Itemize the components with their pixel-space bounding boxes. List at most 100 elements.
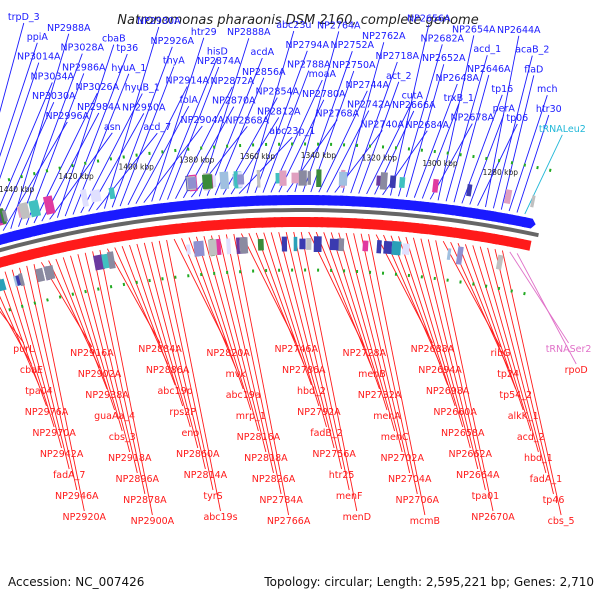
- cog-box-outer: [307, 171, 312, 185]
- cog-box-inner: [329, 238, 339, 251]
- forward-connector-line: [103, 26, 160, 209]
- genome-backbone: [0, 208, 539, 253]
- reverse-gene-label: mrp_1: [236, 411, 266, 422]
- reverse-connector-line: [92, 251, 146, 495]
- accession-text: Accession: NC_007426: [8, 575, 144, 589]
- reverse-gene-label: NP2816A: [237, 432, 281, 443]
- forward-gene-label: NP2682A: [421, 33, 465, 44]
- forward-gene-label: NP2812A: [257, 106, 301, 117]
- cog-box-inner: [299, 238, 306, 250]
- reverse-gene-label: NP2878A: [123, 495, 167, 506]
- reverse-gene-label: NP2766A: [267, 516, 311, 527]
- forward-gene-label: asn: [104, 122, 121, 133]
- cog-box-inner: [239, 237, 249, 254]
- cog-box-outer: [187, 176, 197, 190]
- reverse-gene-label: NP2970A: [32, 428, 76, 439]
- reverse-connector-line: [464, 244, 524, 411]
- forward-connector-line: [405, 64, 445, 198]
- reverse-connector-line: [398, 236, 456, 407]
- forward-connector-line: [516, 114, 550, 213]
- forward-gene-label: NP2678A: [451, 113, 495, 124]
- cog-box-inner: [391, 240, 402, 256]
- forward-connector-line: [222, 97, 278, 195]
- forward-gene-label: NP3014A: [17, 52, 61, 63]
- forward-connector-line: [366, 101, 413, 195]
- forward-gene-label: folA: [180, 95, 199, 106]
- forward-connector-line: [143, 125, 203, 203]
- reverse-connector-line: [55, 258, 108, 390]
- reverse-gene-label: abc19p: [157, 386, 192, 397]
- forward-gene-label: thyA: [163, 56, 185, 67]
- forward-connector-line: [358, 81, 400, 194]
- reverse-connector-line: [390, 235, 449, 386]
- reverse-gene-arrow: [202, 220, 216, 231]
- reverse-gene-label: abc19a: [226, 390, 261, 401]
- forward-connector-line: [167, 66, 220, 200]
- reverse-connector-line: [33, 264, 85, 512]
- reverse-connector-line: [188, 237, 244, 390]
- reverse-connector-line: [509, 251, 569, 344]
- reverse-gene-label: NP2884A: [138, 344, 182, 355]
- reverse-gene-label: menC: [381, 432, 409, 443]
- forward-connector-line: [0, 82, 53, 208]
- forward-connector-line: [246, 30, 295, 194]
- forward-gene-label: NP2854A: [256, 87, 300, 98]
- kbp-tick-label: 1360 kbp: [240, 152, 276, 161]
- reverse-gene-arrow: [370, 219, 384, 230]
- forward-gene-label: NP2788A: [287, 60, 331, 71]
- cog-box-inner: [376, 240, 382, 254]
- cog-box-inner: [455, 246, 464, 265]
- reverse-gene-arrow: [96, 233, 110, 245]
- cog-box-outer: [219, 171, 230, 190]
- cog-box-outer: [379, 172, 388, 190]
- connector-lines: [0, 22, 577, 516]
- reverse-connector-line: [11, 269, 63, 449]
- forward-connector-line: [96, 132, 158, 211]
- cog-box-inner: [446, 248, 452, 261]
- reverse-gene-label: NP2820A: [206, 348, 250, 359]
- reverse-connector-line: [501, 250, 562, 516]
- cog-box-outer: [389, 175, 397, 189]
- forward-gene-label: cbaB: [102, 34, 126, 45]
- reverse-gene-label: menF: [336, 491, 363, 502]
- reverse-connector-line: [181, 238, 237, 369]
- forward-gene-label: NP2870A: [212, 96, 256, 107]
- forward-gene-label: NP2762A: [362, 31, 406, 42]
- forward-connector-line: [254, 50, 308, 194]
- forward-gene-label: NP2648A: [436, 73, 480, 84]
- forward-gene-label: cutA: [402, 91, 424, 102]
- reverse-gene-label: menA: [373, 411, 401, 422]
- reverse-gene-label: NP2702A: [380, 453, 424, 464]
- reverse-gene-label: fadB_2: [310, 428, 343, 439]
- reverse-gene-label: mcmB: [410, 516, 440, 527]
- reverse-gene-label: htr25: [329, 470, 355, 481]
- forward-gene-label: trpD_3: [8, 12, 40, 23]
- forward-connector-line: [56, 44, 115, 218]
- reverse-gene-label: mvk: [226, 369, 247, 380]
- forward-connector-line: [190, 126, 248, 198]
- reverse-connector-line: [412, 237, 471, 449]
- cog-box-inner: [0, 278, 7, 292]
- reverse-connector-line: [368, 234, 426, 516]
- forward-gene-label: hyuA_1: [111, 63, 146, 74]
- reverse-gene-label: tRNASer2: [546, 344, 592, 355]
- forward-gene-label: NP2950A: [122, 102, 166, 113]
- forward-gene-label: NP2752A: [331, 40, 375, 51]
- reverse-gene-label: tp46: [543, 495, 565, 506]
- reverse-connector-line: [263, 232, 320, 407]
- reverse-gene-label: NP2860A: [176, 449, 220, 460]
- reverse-gene-label: menD: [343, 512, 371, 523]
- reverse-gene-label: tpa01: [472, 491, 500, 502]
- forward-connector-line: [135, 105, 190, 204]
- reverse-connector-line: [255, 232, 312, 386]
- reverse-gene-label: NP2886A: [146, 365, 190, 376]
- forward-connector-line: [127, 86, 188, 206]
- cog-box-outer: [108, 187, 116, 200]
- forward-gene-label: htr29: [191, 27, 217, 38]
- reverse-connector-line: [136, 243, 191, 428]
- reverse-gene-label: tpa04: [25, 386, 53, 397]
- forward-connector-line: [151, 37, 205, 202]
- forward-gene-label: NP2996A: [46, 111, 90, 122]
- forward-gene-label: abc23p_1: [269, 126, 315, 137]
- forward-gene-label: moaA: [309, 69, 337, 80]
